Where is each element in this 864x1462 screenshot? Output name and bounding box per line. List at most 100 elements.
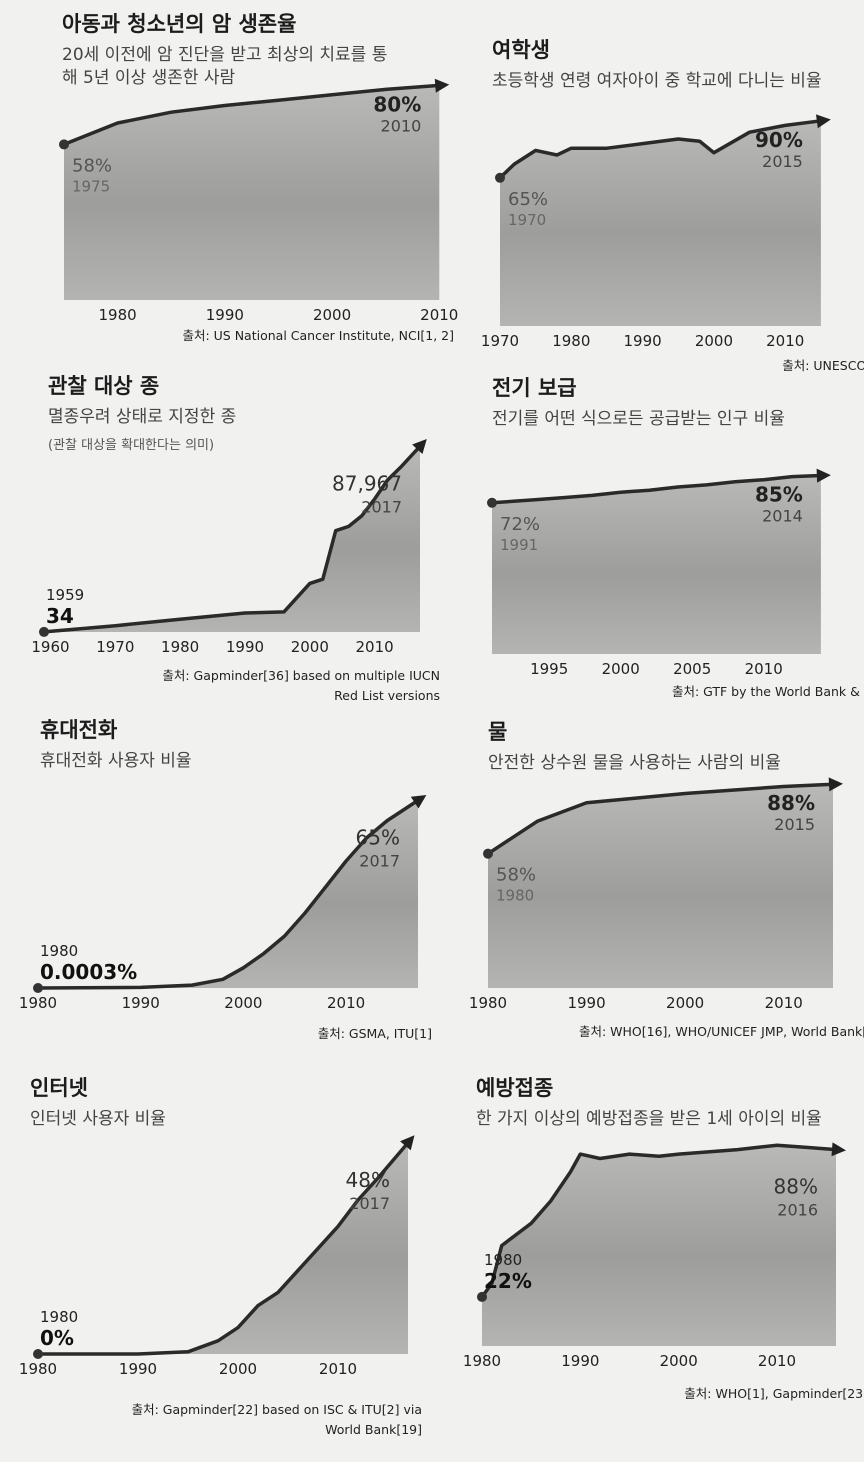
end-arrow bbox=[816, 468, 831, 483]
x-tick-label: 2000 bbox=[602, 660, 640, 678]
start-point bbox=[33, 1349, 43, 1359]
end-arrow bbox=[434, 78, 450, 93]
start-point bbox=[39, 626, 49, 637]
start-value-label: 58% bbox=[496, 865, 536, 886]
source-note: 출처: WHO[1], Gapminder[23] bbox=[684, 1384, 864, 1404]
end-value-label: 85% bbox=[755, 483, 803, 507]
x-tick-label: 2000 bbox=[313, 306, 351, 324]
source-line: 출처: GTF by the World Bank & IEA bbox=[671, 684, 864, 699]
x-tick-label: 2010 bbox=[356, 638, 394, 656]
x-tick-label: 1990 bbox=[561, 1352, 599, 1370]
x-tick-label: 1990 bbox=[567, 994, 605, 1012]
end-arrow bbox=[410, 794, 427, 809]
x-tick-label: 2000 bbox=[666, 994, 704, 1012]
panel-subtitle: 초등학생 연령 여자아이 중 학교에 다니는 비율 bbox=[492, 70, 822, 93]
area-chart: 1995 2000 2005 2010 72%1991 85%2014 bbox=[487, 468, 831, 678]
source-note: 출처: WHO[16], WHO/UNICEF JMP, World Bank[… bbox=[579, 1022, 864, 1042]
panel-title: 인터넷 bbox=[30, 1076, 88, 1100]
x-tick-label: 2010 bbox=[766, 332, 804, 350]
source-line: 출처: Gapminder[22] based on ISC & ITU[2] … bbox=[131, 1402, 422, 1417]
x-tick-label: 1980 bbox=[161, 638, 199, 656]
series-line bbox=[480, 1143, 837, 1298]
source-line: 출처: WHO[16], WHO/UNICEF JMP, World Bank[… bbox=[578, 1024, 864, 1039]
subtitle-line: 전기를 어떤 식으로든 공급받는 인구 비율 bbox=[492, 409, 785, 429]
panel-title: 여학생 bbox=[492, 38, 550, 62]
x-tick-label: 1990 bbox=[119, 1360, 157, 1378]
x-tick-label: 2010 bbox=[758, 1352, 796, 1370]
start-point bbox=[483, 848, 493, 859]
start-value-label: 34 bbox=[46, 604, 74, 628]
start-year-label: 1991 bbox=[500, 536, 538, 554]
end-value-label: 65% bbox=[356, 825, 400, 849]
start-year-label: 1980 bbox=[484, 1251, 522, 1269]
start-value-label: 72% bbox=[500, 514, 540, 535]
start-point bbox=[477, 1291, 487, 1302]
subtitle-line: 해 5년 이상 생존한 사람 bbox=[62, 68, 236, 88]
x-tick-label: 1960 bbox=[31, 638, 69, 656]
end-arrow bbox=[412, 438, 427, 454]
subtitle-line: 20세 이전에 암 진단을 받고 최상의 치료를 통 bbox=[62, 45, 388, 65]
series-line bbox=[37, 798, 419, 990]
subtitle-line: 멸종우려 상태로 지정한 종 bbox=[48, 407, 237, 427]
panel-safe-water: 물 안전한 상수원 물을 사용하는 사람의 비율 1980 1990 2000 201… bbox=[468, 708, 864, 1063]
panel-title: 예방접종 bbox=[476, 1076, 554, 1100]
x-tick-label: 2000 bbox=[224, 994, 262, 1012]
panel-subtitle: 한 가지 이상의 예방접종을 받은 1세 아이의 비율 bbox=[476, 1108, 822, 1131]
series-line bbox=[487, 782, 834, 856]
subtitle-line: 안전한 상수원 물을 사용하는 사람의 비율 bbox=[488, 753, 781, 773]
panel-subtitle: 전기를 어떤 식으로든 공급받는 인구 비율 bbox=[492, 408, 785, 431]
area-fill bbox=[64, 85, 440, 301]
x-tick-label: 1995 bbox=[530, 660, 568, 678]
panel-note: (관찰 대상을 확대한다는 의미) bbox=[48, 438, 215, 453]
panel-internet: 인터넷 인터넷 사용자 비율 1980 1990 2000 2010 1980 0% 48%… bbox=[10, 1064, 430, 1437]
x-tick-label: 1980 bbox=[19, 1360, 57, 1378]
start-value-label: 22% bbox=[484, 1269, 532, 1293]
subtitle-line: 휴대전화 사용자 비율 bbox=[40, 751, 192, 771]
end-value-label: 87,967 bbox=[332, 471, 402, 495]
source-note: 출처: UNESCO[3] bbox=[782, 356, 864, 376]
end-arrow bbox=[831, 1142, 846, 1157]
source-note: 출처: Gapminder[22] based on ISC & ITU[2] … bbox=[132, 1400, 422, 1440]
source-line: Red List versions bbox=[334, 688, 440, 703]
series-line bbox=[63, 83, 440, 147]
panel-subtitle: 안전한 상수원 물을 사용하는 사람의 비율 bbox=[488, 752, 781, 775]
source-note: 출처: Gapminder[36] based on multiple IUCN… bbox=[162, 666, 440, 706]
end-year-label: 2015 bbox=[762, 152, 803, 171]
panel-title: 관찰 대상 종 bbox=[48, 374, 160, 398]
source-line: 출처: GSMA, ITU[1] bbox=[317, 1026, 432, 1041]
end-value-label: 88% bbox=[774, 1175, 818, 1199]
x-tick-label: 2005 bbox=[673, 660, 711, 678]
x-tick-label: 2010 bbox=[420, 306, 458, 324]
series-line bbox=[491, 473, 821, 505]
panel-subtitle: 20세 이전에 암 진단을 받고 최상의 치료를 통 해 5년 이상 생존한 사… bbox=[62, 44, 387, 90]
panel-subtitle: 휴대전화 사용자 비율 bbox=[40, 750, 192, 773]
end-year-label: 2010 bbox=[381, 116, 422, 135]
panel-childhood-cancer: 아동과 청소년의 암 생존율 20세 이전에 암 진단을 받고 최상의 치료를 … bbox=[42, 0, 462, 355]
end-year-label: 2014 bbox=[762, 507, 803, 526]
x-tick-label: 2010 bbox=[765, 994, 803, 1012]
area-fill bbox=[44, 446, 420, 632]
panel-electricity: 전기 보급 전기를 어떤 식으로든 공급받는 인구 비율 1995 2000 200… bbox=[472, 364, 864, 719]
start-year-label: 1980 bbox=[496, 887, 534, 905]
series-line bbox=[38, 1141, 410, 1356]
area-fill bbox=[38, 800, 418, 988]
end-arrow bbox=[400, 1135, 415, 1151]
start-year-label: 1970 bbox=[508, 211, 546, 229]
x-tick-label: 2000 bbox=[695, 332, 733, 350]
start-year-label: 1975 bbox=[72, 177, 110, 195]
end-value-label: 48% bbox=[346, 1168, 390, 1192]
x-tick-label: 2010 bbox=[327, 994, 365, 1012]
area-fill bbox=[482, 1145, 836, 1346]
start-value-label: 0.0003% bbox=[40, 960, 137, 984]
end-value-label: 90% bbox=[755, 128, 803, 152]
x-tick-label: 1980 bbox=[469, 994, 507, 1012]
panel-girls-school: 여학생 초등학생 연령 여자아이 중 학교에 다니는 비율 1970 1980 19… bbox=[472, 26, 864, 381]
x-tick-label: 1980 bbox=[99, 306, 137, 324]
area-fill bbox=[492, 475, 821, 654]
start-point bbox=[495, 172, 505, 183]
